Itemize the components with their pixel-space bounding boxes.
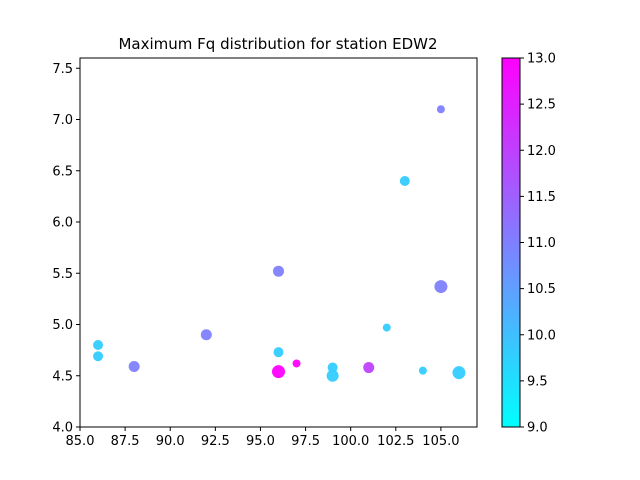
scatter-point [292,359,301,368]
scatter-point [93,351,104,362]
colorbar-tick-label: 10.0 [527,328,556,343]
chart-title: Maximum Fq distribution for station EDW2 [118,35,437,53]
x-tick-label: 87.5 [111,434,140,449]
x-tick-label: 95.0 [246,434,275,449]
colorbar-tick-label: 11.5 [527,190,556,205]
colorbar-tick-label: 12.0 [527,144,556,159]
axes-frame [79,57,478,428]
scatter-point [326,369,339,382]
colorbar-tick-label: 13.0 [527,52,556,67]
x-tick-label: 90.0 [156,434,185,449]
scatter-point [200,329,212,341]
scatter-point [273,347,284,358]
x-tick-label: 97.5 [291,434,320,449]
y-tick-label: 5.5 [52,267,73,282]
scatter-point [327,362,338,373]
y-tick-label: 7.0 [52,113,73,128]
y-tick-label: 6.5 [52,164,73,179]
colorbar-tick-label: 10.5 [527,282,556,297]
colorbar-tick-label: 9.5 [527,374,548,389]
scatter-point [128,361,140,373]
scatter-point [418,366,427,375]
scatter-point [436,105,445,114]
colorbar-tick-label: 9.0 [527,421,548,436]
scatter-point [399,176,410,186]
y-tick-label: 4.0 [52,421,73,436]
x-tick-label: 105.0 [422,434,459,449]
x-tick-label: 92.5 [201,434,230,449]
x-tick-label: 102.5 [377,434,414,449]
y-tick-label: 7.5 [52,62,73,77]
x-tick-label: 85.0 [66,434,95,449]
y-tick-label: 5.0 [52,318,73,333]
plot-area: 85.0 87.5 90.0 92.5 95.0 97.5 100.0 102.5 105.0 4… [52,57,478,449]
scatter-point [363,362,375,374]
points-layer [93,105,466,382]
scatter-point [452,366,466,380]
scatter-point [434,280,448,294]
y-tick-label: 6.0 [52,216,73,231]
x-tick-label: 100.0 [332,434,369,449]
colorbar-tick-label: 11.0 [527,236,556,251]
colorbar-bar [501,57,521,428]
scatter-point [272,365,285,379]
colorbar: 9.0 9.5 10.0 10.5 11.0 11.5 12.0 12.5 13.0 [501,52,556,436]
scatter-point [93,340,104,350]
y-tick-label: 4.5 [52,369,73,384]
colorbar-tick-label: 12.5 [527,98,556,113]
scatter-point [382,323,391,332]
scatter-point [273,265,284,277]
